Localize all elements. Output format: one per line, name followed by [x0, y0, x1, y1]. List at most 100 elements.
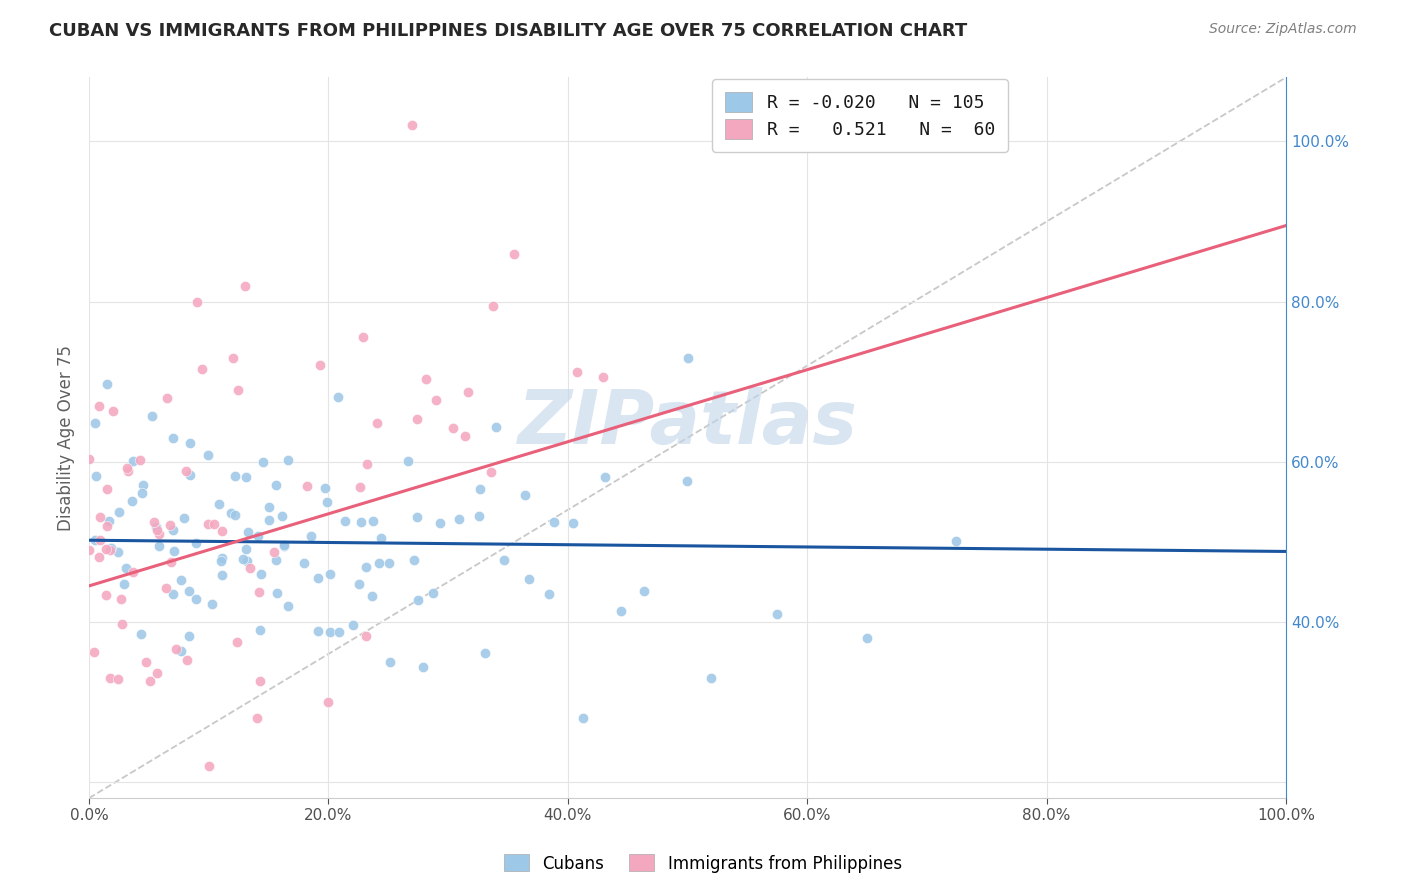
Point: [592, 370, 614, 384]
Point: [94, 588, 117, 602]
Point: [226, 383, 249, 397]
Point: [84, 416, 107, 430]
Point: [412, 660, 434, 674]
Point: [117, 464, 139, 478]
Point: [349, 480, 371, 494]
Point: [94, 542, 117, 557]
Text: ZIPatlas: ZIPatlas: [517, 387, 858, 460]
Point: [250, 567, 273, 582]
Point: [378, 556, 401, 570]
Point: [173, 511, 195, 525]
Text: CUBAN VS IMMIGRANTS FROM PHILIPPINES DISABILITY AGE OVER 75 CORRELATION CHART: CUBAN VS IMMIGRANTS FROM PHILIPPINES DIS…: [49, 22, 967, 40]
Point: [222, 351, 245, 365]
Point: [503, 246, 526, 260]
Point: [441, 420, 464, 434]
Point: [141, 409, 163, 423]
Point: [474, 646, 496, 660]
Point: [246, 711, 269, 725]
Point: [247, 584, 270, 599]
Legend: Cubans, Immigrants from Philippines: Cubans, Immigrants from Philippines: [498, 847, 908, 880]
Point: [676, 351, 699, 365]
Point: [314, 481, 336, 495]
Point: [108, 506, 131, 520]
Point: [186, 294, 208, 309]
Point: [112, 576, 135, 591]
Point: [273, 539, 295, 553]
Point: [107, 545, 129, 559]
Point: [249, 623, 271, 637]
Point: [318, 695, 340, 709]
Point: [633, 584, 655, 599]
Point: [197, 448, 219, 462]
Point: [366, 417, 388, 431]
Point: [96, 377, 118, 392]
Point: [77, 542, 100, 557]
Point: [252, 455, 274, 469]
Point: [235, 542, 257, 557]
Point: [396, 454, 419, 468]
Point: [425, 392, 447, 407]
Point: [422, 586, 444, 600]
Point: [415, 372, 437, 386]
Point: [263, 545, 285, 559]
Point: [145, 523, 167, 537]
Point: [160, 555, 183, 569]
Point: [233, 278, 256, 293]
Point: [277, 452, 299, 467]
Point: [100, 541, 122, 556]
Point: [766, 607, 789, 621]
Point: [513, 488, 536, 502]
Point: [700, 671, 723, 685]
Point: [429, 516, 451, 530]
Point: [264, 553, 287, 567]
Point: [316, 495, 339, 509]
Point: [107, 672, 129, 686]
Point: [84, 469, 107, 483]
Point: [572, 711, 595, 725]
Point: [378, 655, 401, 669]
Point: [246, 529, 269, 543]
Point: [84, 533, 107, 547]
Point: [406, 412, 429, 426]
Point: [177, 584, 200, 599]
Point: [402, 553, 425, 567]
Point: [184, 535, 207, 549]
Point: [361, 589, 384, 603]
Point: [186, 592, 208, 607]
Point: [159, 518, 181, 533]
Point: [79, 452, 101, 467]
Point: [342, 618, 364, 632]
Point: [163, 544, 186, 558]
Point: [179, 467, 201, 482]
Point: [145, 520, 167, 534]
Point: [179, 629, 201, 643]
Point: [121, 493, 143, 508]
Point: [162, 430, 184, 444]
Point: [115, 461, 138, 475]
Point: [352, 330, 374, 344]
Point: [856, 631, 879, 645]
Point: [307, 624, 329, 638]
Point: [224, 508, 246, 523]
Point: [98, 542, 121, 557]
Point: [537, 587, 560, 601]
Point: [219, 506, 242, 520]
Point: [266, 585, 288, 599]
Point: [131, 627, 153, 641]
Point: [208, 497, 231, 511]
Point: [470, 483, 492, 497]
Text: Source: ZipAtlas.com: Source: ZipAtlas.com: [1209, 22, 1357, 37]
Point: [370, 531, 392, 545]
Point: [335, 515, 357, 529]
Point: [468, 508, 491, 523]
Point: [170, 644, 193, 658]
Point: [328, 390, 350, 404]
Point: [148, 526, 170, 541]
Point: [270, 508, 292, 523]
Point: [211, 551, 233, 566]
Point: [98, 671, 121, 685]
Point: [110, 592, 132, 607]
Point: [235, 469, 257, 483]
Point: [211, 524, 233, 539]
Point: [232, 552, 254, 566]
